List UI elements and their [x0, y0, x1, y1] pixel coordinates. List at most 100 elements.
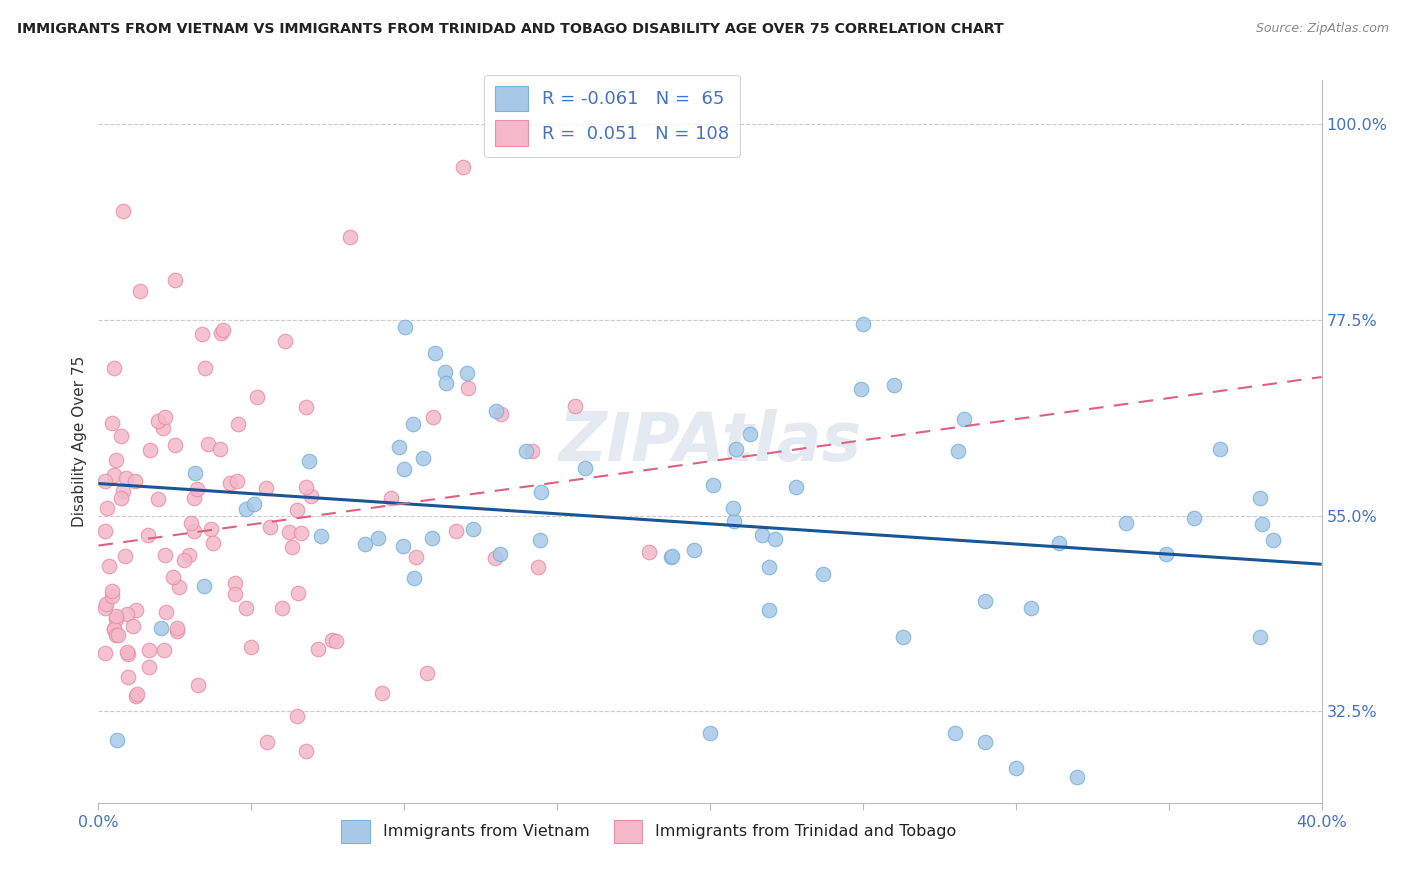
Point [184, 466, 207, 480]
Text: Source: ZipAtlas.com: Source: ZipAtlas.com [1256, 22, 1389, 36]
Point [1250, 516, 1272, 531]
Point [193, 579, 215, 593]
Point [287, 586, 309, 600]
Point [758, 560, 780, 574]
Point [434, 376, 457, 390]
Point [110, 491, 132, 505]
Point [212, 323, 235, 337]
Point [117, 670, 139, 684]
Point [891, 630, 914, 644]
Point [152, 421, 174, 435]
Point [153, 409, 176, 424]
Point [111, 483, 134, 498]
Point [661, 549, 683, 563]
Point [115, 607, 138, 621]
Point [699, 726, 721, 740]
Point [522, 444, 544, 458]
Point [952, 412, 974, 426]
Point [224, 576, 246, 591]
Point [456, 366, 478, 380]
Point [166, 624, 188, 638]
Point [115, 470, 138, 484]
Point [177, 548, 200, 562]
Point [155, 549, 177, 563]
Point [194, 360, 217, 375]
Point [105, 612, 128, 626]
Point [93, 646, 115, 660]
Point [1263, 533, 1285, 547]
Point [125, 689, 148, 703]
Point [763, 533, 786, 547]
Point [103, 623, 125, 637]
Point [235, 601, 257, 615]
Point [148, 492, 170, 507]
Point [852, 317, 875, 331]
Point [114, 549, 136, 563]
Point [723, 514, 745, 528]
Point [200, 522, 222, 536]
Point [974, 735, 997, 749]
Point [103, 622, 125, 636]
Point [183, 491, 205, 505]
Point [758, 603, 780, 617]
Point [104, 453, 127, 467]
Point [117, 646, 139, 660]
Point [166, 621, 188, 635]
Point [180, 516, 202, 530]
Point [394, 319, 416, 334]
Point [1249, 491, 1271, 505]
Point [110, 429, 132, 443]
Legend: Immigrants from Vietnam, Immigrants from Trinidad and Tobago: Immigrants from Vietnam, Immigrants from… [335, 814, 963, 849]
Point [489, 547, 512, 561]
Point [1209, 442, 1232, 456]
Text: ZIPAtlas: ZIPAtlas [558, 409, 862, 475]
Point [574, 460, 596, 475]
Point [446, 524, 468, 539]
Point [208, 442, 231, 457]
Point [1004, 761, 1026, 775]
Point [209, 326, 232, 340]
Point [105, 608, 128, 623]
Point [299, 489, 322, 503]
Point [1115, 516, 1137, 530]
Point [173, 553, 195, 567]
Point [724, 442, 747, 456]
Point [167, 580, 190, 594]
Point [136, 527, 159, 541]
Point [101, 583, 124, 598]
Point [149, 621, 172, 635]
Point [122, 619, 145, 633]
Point [1249, 631, 1271, 645]
Point [295, 480, 318, 494]
Point [93, 601, 115, 615]
Point [111, 203, 134, 218]
Point [105, 628, 128, 642]
Point [93, 524, 115, 538]
Point [274, 334, 297, 349]
Point [943, 726, 966, 740]
Point [197, 437, 219, 451]
Point [107, 733, 129, 747]
Text: IMMIGRANTS FROM VIETNAM VS IMMIGRANTS FROM TRINIDAD AND TOBAGO DISABILITY AGE OV: IMMIGRANTS FROM VIETNAM VS IMMIGRANTS FR… [17, 22, 1004, 37]
Point [107, 628, 129, 642]
Point [883, 378, 905, 392]
Point [738, 426, 761, 441]
Point [785, 479, 807, 493]
Point [183, 524, 205, 539]
Point [225, 474, 247, 488]
Point [96, 500, 118, 515]
Point [155, 605, 177, 619]
Point [100, 416, 122, 430]
Point [405, 549, 427, 564]
Point [325, 633, 347, 648]
Point [259, 520, 281, 534]
Point [138, 660, 160, 674]
Point [224, 586, 246, 600]
Point [1154, 547, 1177, 561]
Point [434, 365, 457, 379]
Point [946, 444, 969, 458]
Point [162, 569, 184, 583]
Point [285, 708, 308, 723]
Point [515, 443, 537, 458]
Point [392, 539, 415, 553]
